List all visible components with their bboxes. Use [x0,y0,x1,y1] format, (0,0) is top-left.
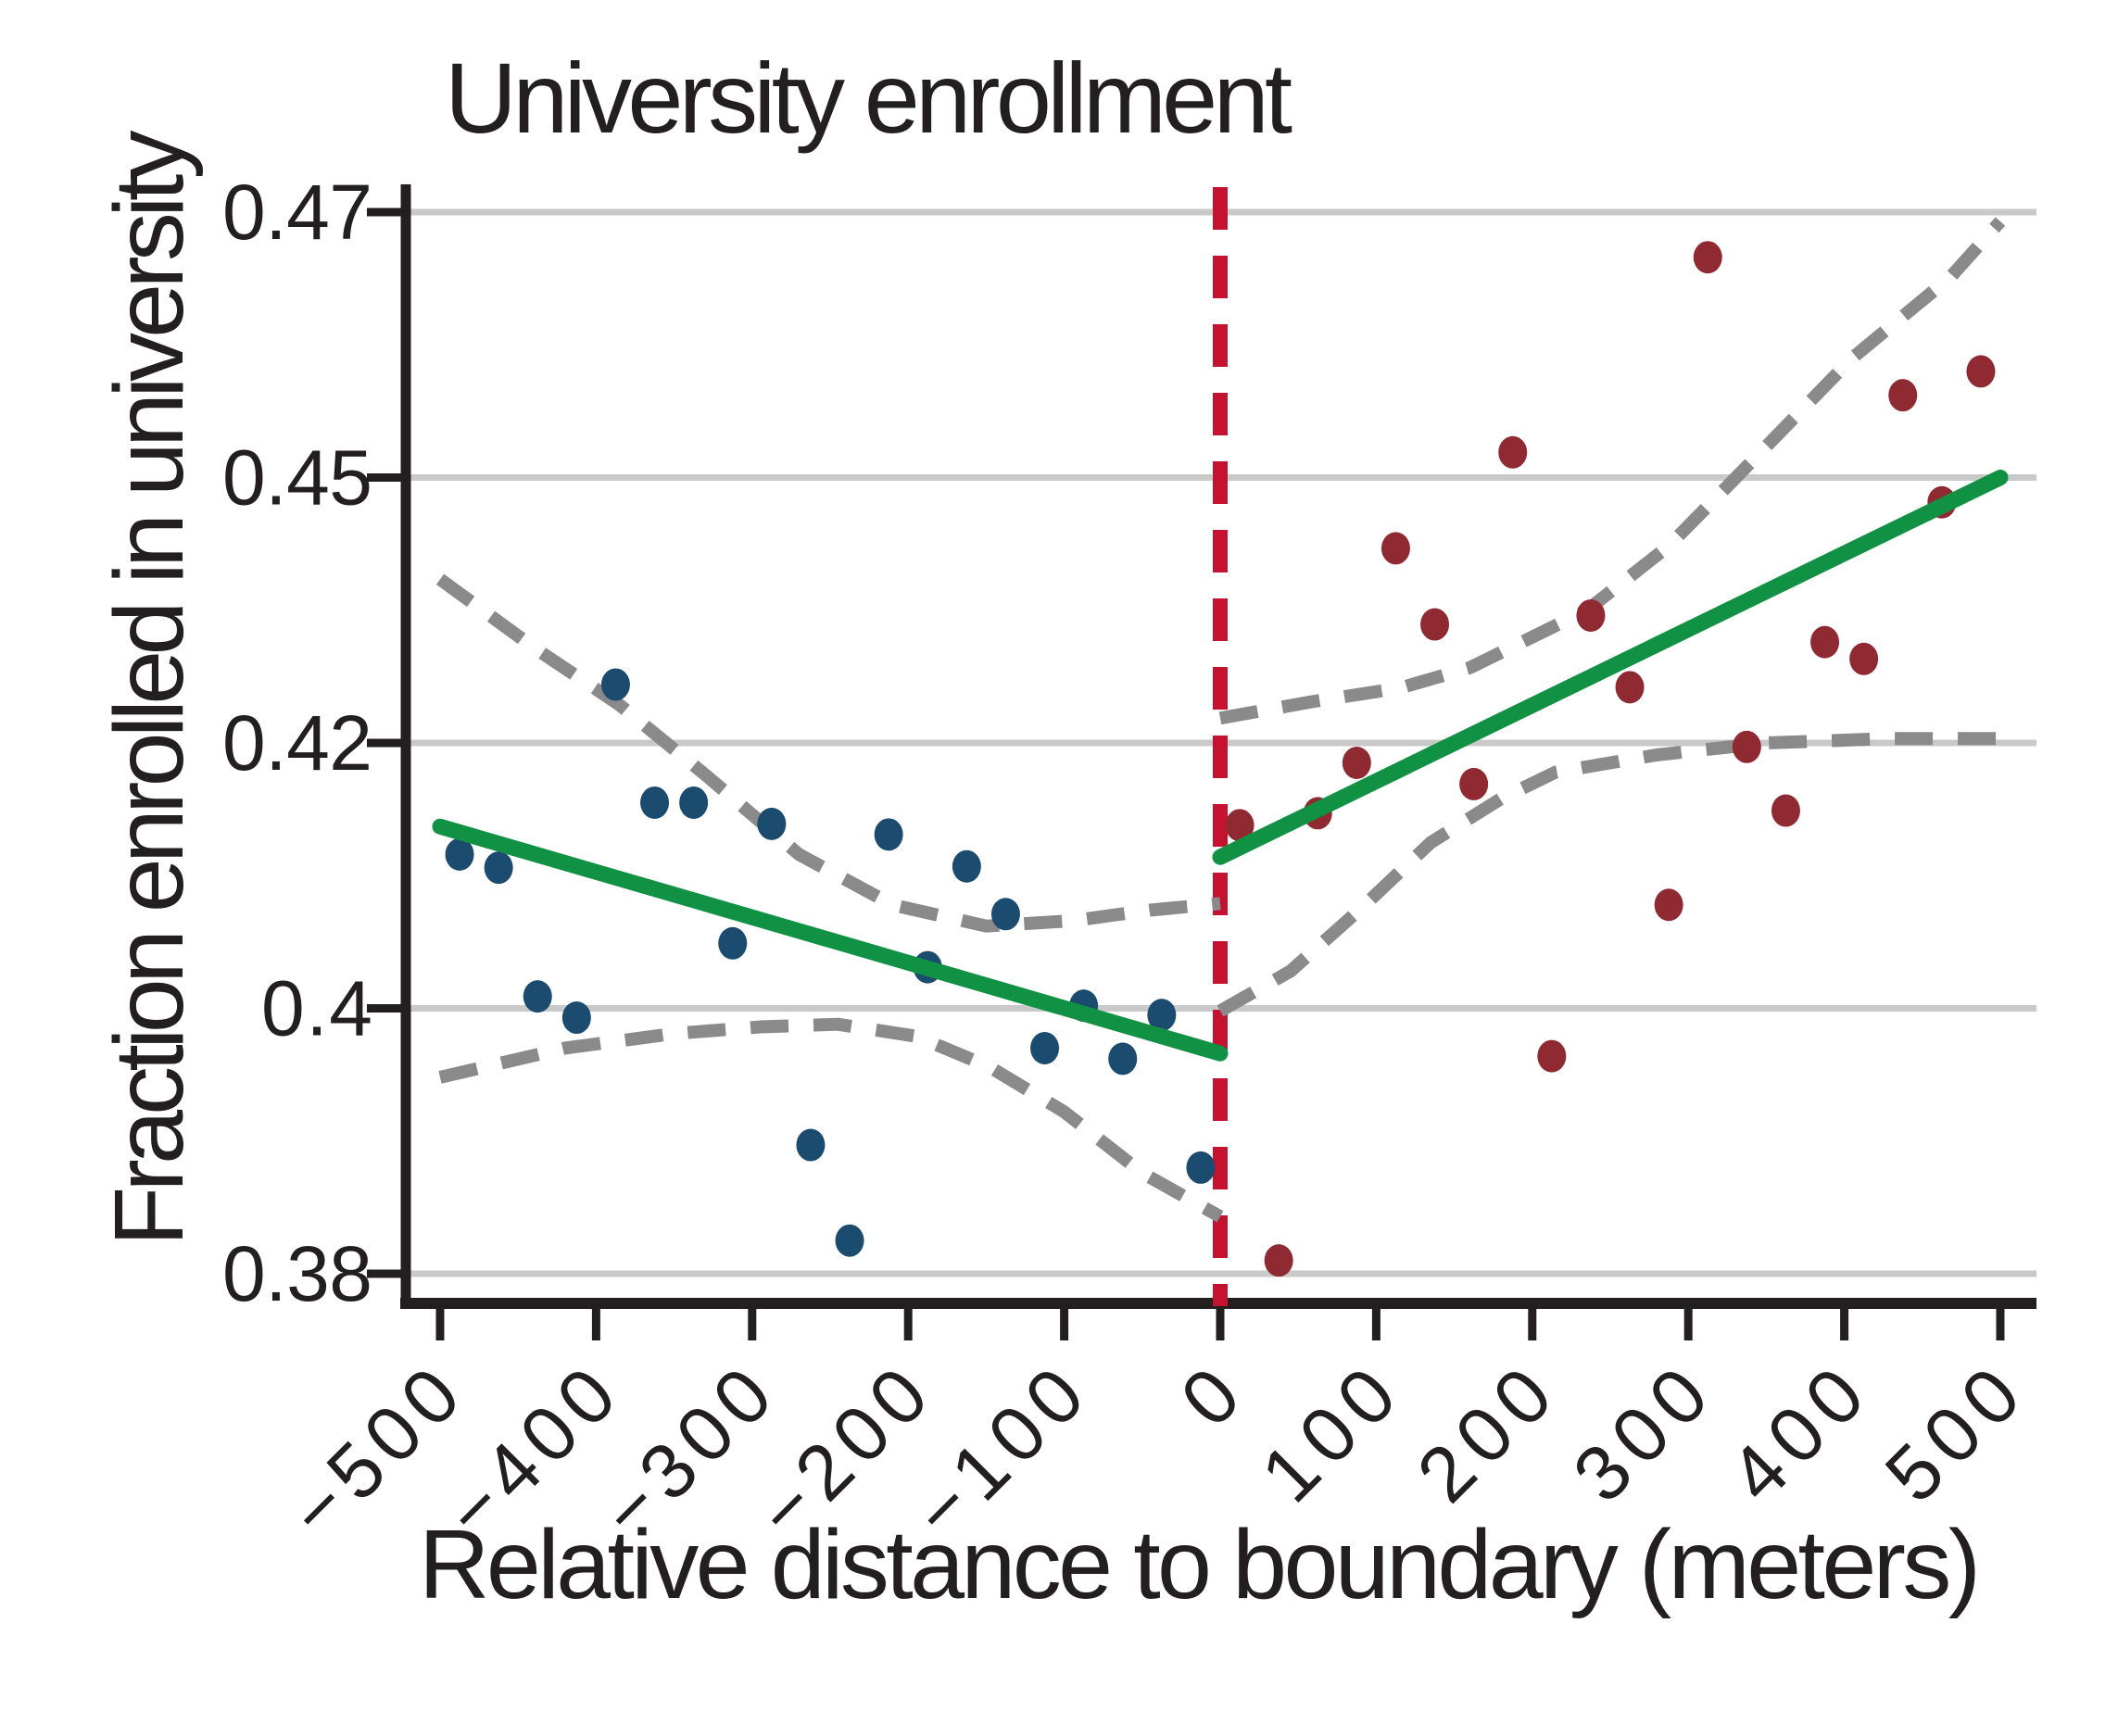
y-tick-label-0.4: 0.4 [261,965,372,1052]
data-point-treatment [1615,671,1645,704]
data-point-treatment [1693,241,1722,274]
x-tick-label-300: 300 [1557,1351,1724,1518]
data-point-treatment [1576,598,1606,632]
left-fit-line [432,818,1229,1062]
data-point-treatment [1342,746,1371,779]
chart-title: University enrollment [445,42,1292,154]
right-fit-line [1212,470,2009,865]
right-upper-ci-curve [1218,217,2006,725]
y-tick-label-0.38: 0.38 [222,1230,372,1317]
data-point-treatment [1420,608,1450,641]
confidence-band-group [435,217,2006,1223]
data-point-control [1030,1031,1060,1064]
data-point-control [1108,1042,1138,1076]
data-point-treatment [1771,794,1800,827]
x-axis-title: Relative distance to boundary (meters) [419,1510,1981,1619]
x-tick-label-0: 0 [1164,1351,1256,1443]
data-point-control [757,807,787,840]
data-point-control [640,786,670,819]
data-point-control [874,818,903,851]
x-tick-label-100: 100 [1244,1351,1412,1518]
data-point-treatment [1380,532,1410,565]
data-point-treatment [1810,625,1840,659]
x-tick-label-200: 200 [1401,1351,1569,1518]
data-point-treatment [1888,379,1918,412]
data-point-treatment [1966,355,1996,388]
data-point-treatment [1264,1244,1293,1277]
data-point-treatment [1498,435,1528,469]
data-point-control [952,849,981,883]
data-point-control [600,668,630,701]
right-lower-ci-curve [1217,732,2000,1017]
y-tick-label-0.42: 0.42 [222,699,372,786]
data-point-treatment [1537,1039,1567,1073]
data-point-control [445,837,474,871]
y-axis-title: Fraction enrolled in university [95,131,204,1247]
fit-lines-group [432,470,2009,1062]
x-tick-label-500: 500 [1869,1351,2036,1518]
y-tick-label-0.45: 0.45 [222,434,372,522]
data-point-control [796,1128,826,1162]
data-point-control [990,898,1020,931]
data-point-treatment [1459,767,1489,800]
data-point-control [1147,999,1177,1032]
data-point-treatment [1225,809,1254,842]
data-point-control [718,926,748,960]
data-point-control [1186,1151,1216,1184]
y-tick-label-0.47: 0.47 [222,169,372,256]
data-point-treatment [1849,642,1879,675]
data-point-control [523,980,552,1013]
data-point-control [484,851,513,885]
data-point-treatment [1654,888,1683,922]
left-lower-ci-curve [438,1017,1224,1223]
left-upper-ci-curve [435,573,1221,933]
data-point-control [835,1224,864,1257]
data-point-control [561,1001,591,1035]
data-point-control [679,786,709,819]
x-tick-label-400: 400 [1712,1351,1880,1518]
data-point-treatment [1732,730,1761,763]
